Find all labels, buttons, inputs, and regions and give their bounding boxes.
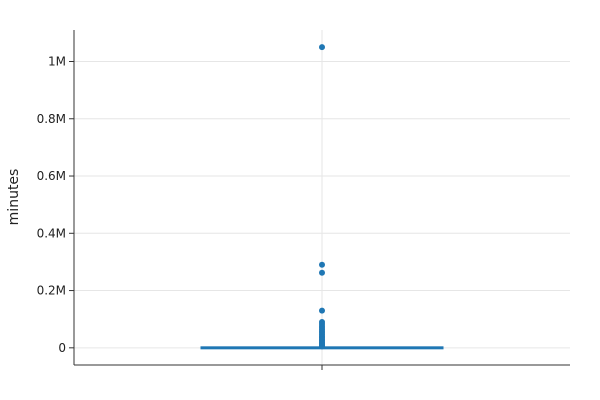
- axes: [73, 30, 570, 370]
- outlier-point: [319, 269, 325, 276]
- gridlines: [74, 30, 570, 365]
- outlier-point: [319, 261, 325, 268]
- y-tick-label: 0: [58, 341, 66, 355]
- y-tick-label: 0.4M: [37, 226, 66, 240]
- y-tick-label: 0.2M: [37, 284, 66, 298]
- plot-area: [200, 44, 444, 350]
- outlier-point: [319, 44, 325, 51]
- y-tick-label: 0.8M: [37, 112, 66, 126]
- y-tick-label: 1M: [48, 54, 66, 68]
- y-axis-title: minutes: [6, 169, 22, 226]
- y-tick-label: 0.6M: [37, 169, 66, 183]
- outlier-point: [319, 343, 325, 350]
- outlier-point: [319, 307, 325, 314]
- y-ticks: 0 0.2M 0.4M 0.6M 0.8M 1M: [37, 54, 74, 355]
